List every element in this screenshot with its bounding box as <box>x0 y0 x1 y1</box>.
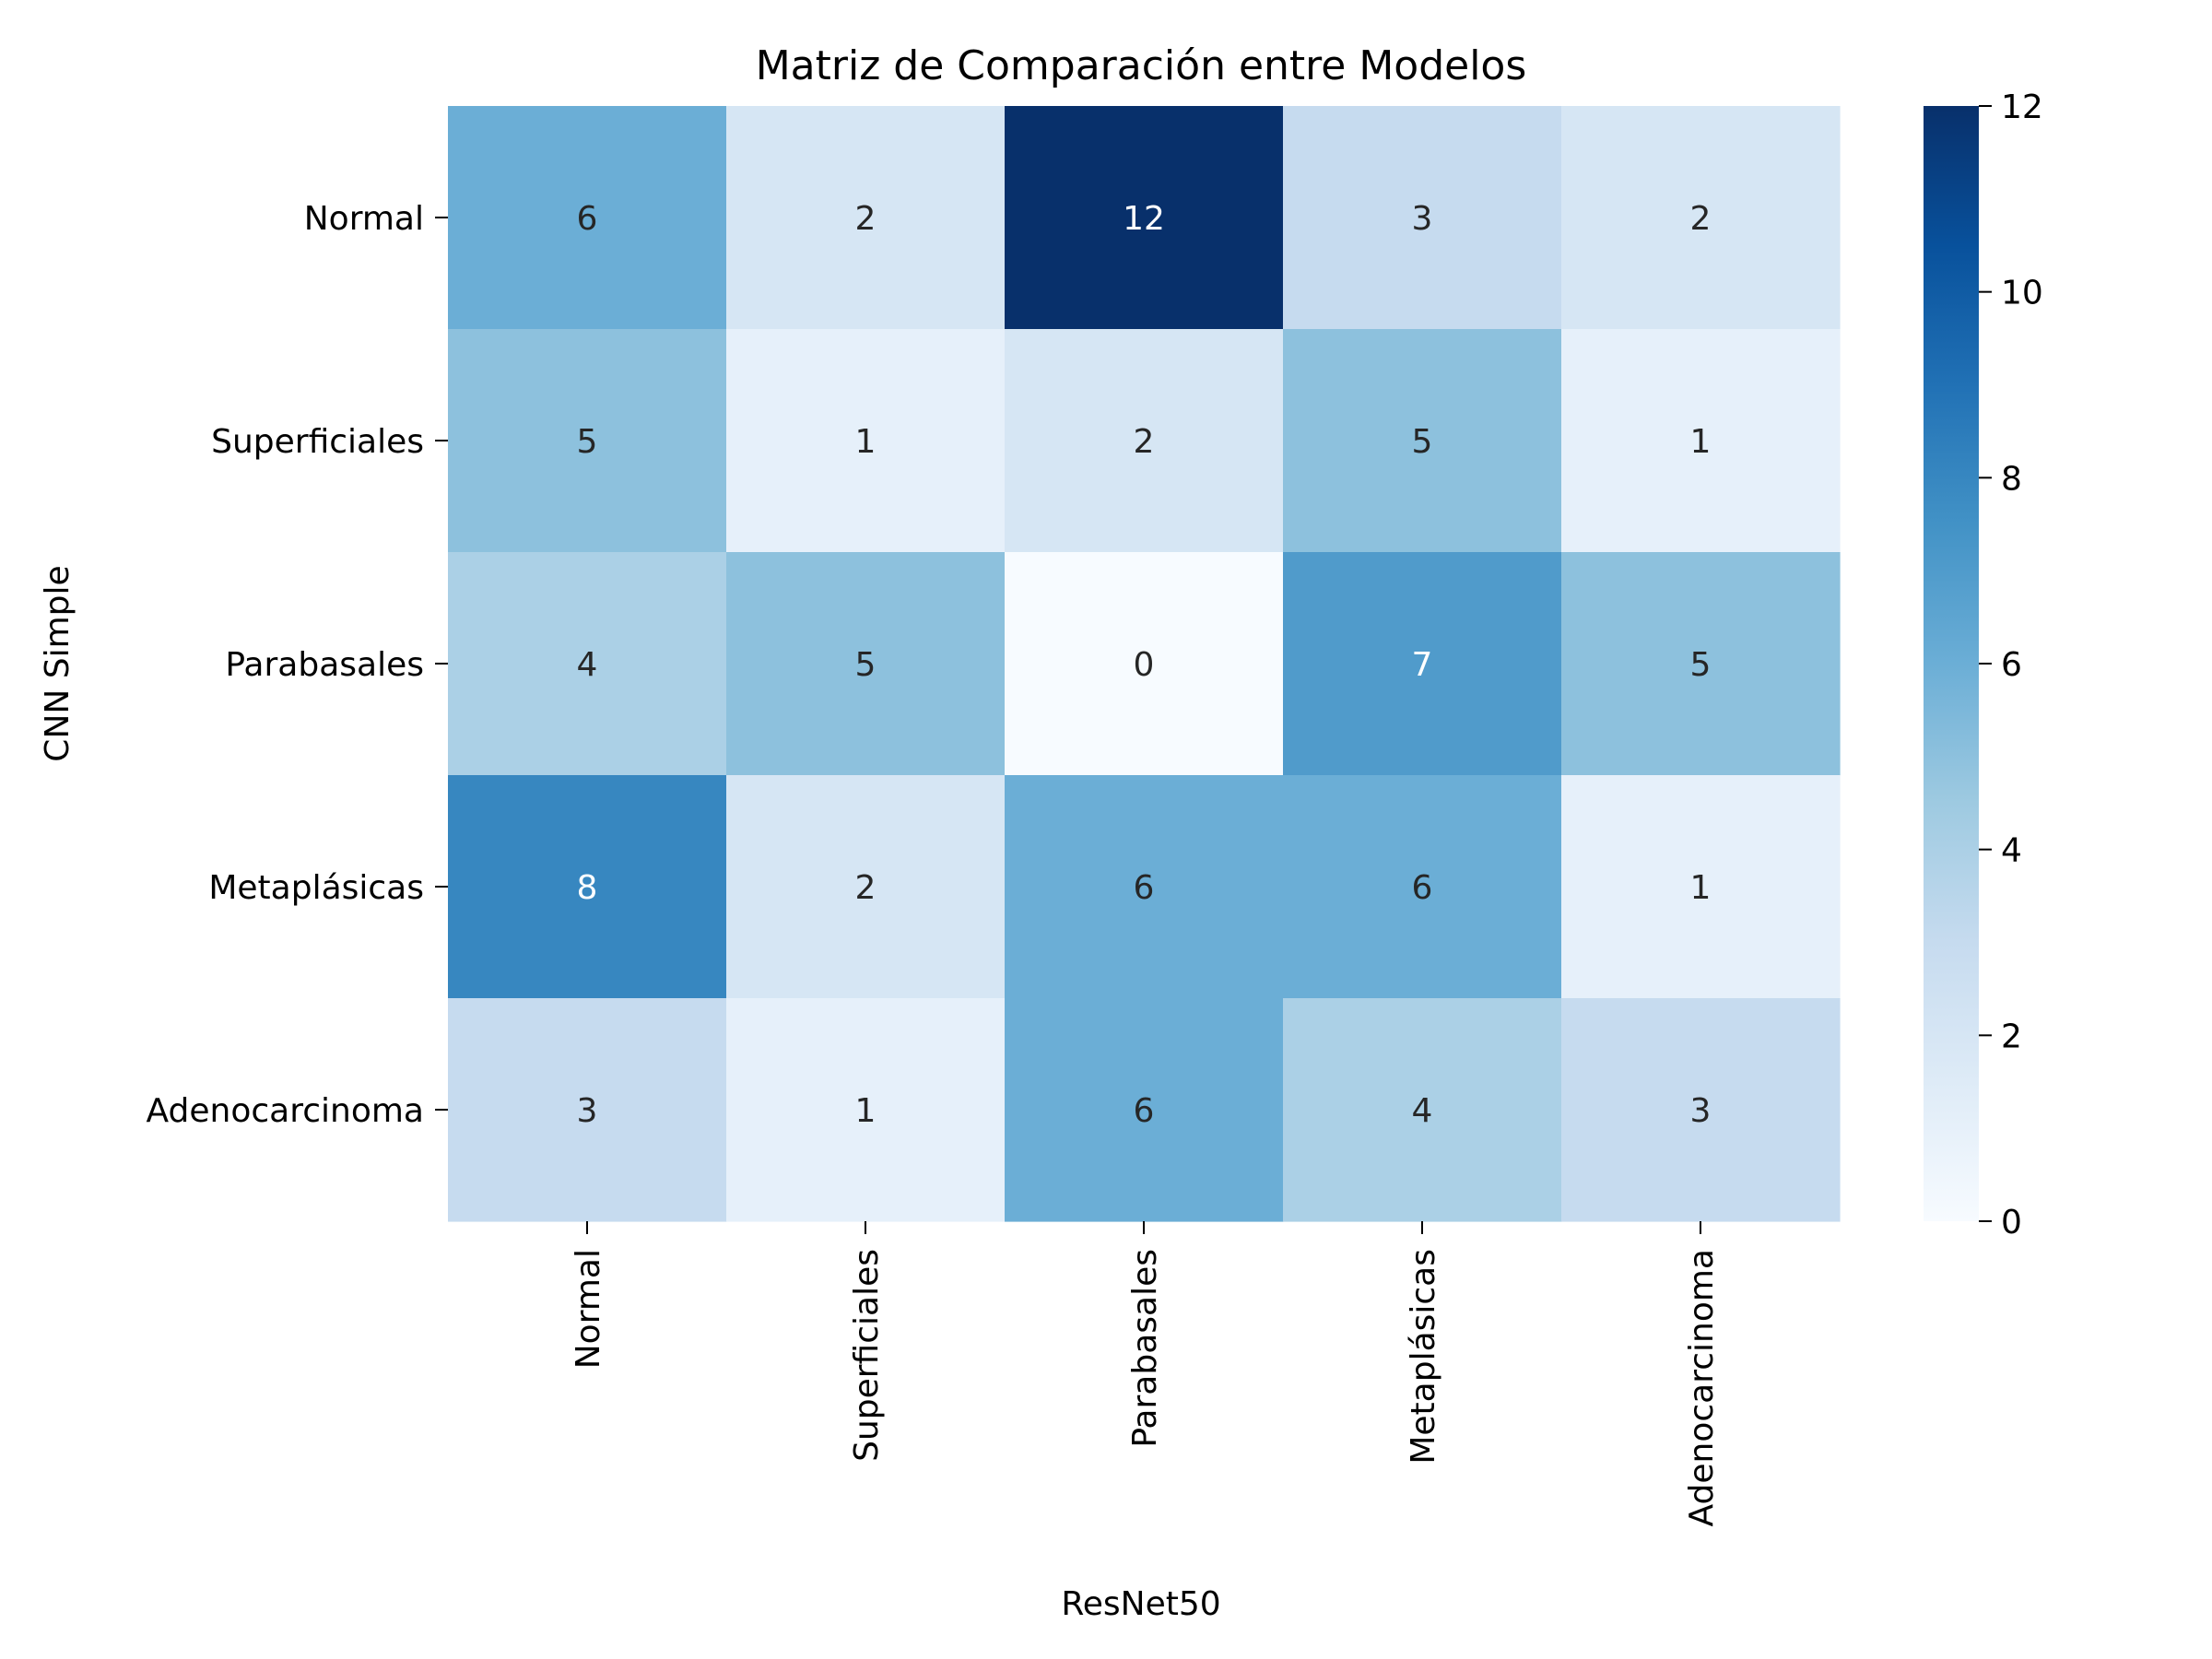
heatmap-cell <box>1005 998 1284 1222</box>
colorbar-tick-label: 10 <box>2001 275 2043 312</box>
heatmap-cell <box>448 775 727 999</box>
cell-value-label: 1 <box>855 1092 877 1130</box>
x-tick-label: Adenocarcinoma <box>1683 1249 1721 1526</box>
colorbar-tick-label: 12 <box>2001 88 2043 126</box>
cell-value-label: 12 <box>1123 200 1165 238</box>
heatmap-cell <box>1283 998 1562 1222</box>
y-axis-label: CNN Simple <box>39 565 76 761</box>
heatmap-cell <box>1283 106 1562 330</box>
heatmap-cell <box>448 329 727 553</box>
x-tick-label: Normal <box>570 1249 607 1369</box>
heatmap-cell <box>1005 552 1284 776</box>
cell-value-label: 4 <box>577 646 598 684</box>
heatmap-cell <box>1283 329 1562 553</box>
heatmap-cell <box>1005 329 1284 553</box>
cell-value-label: 6 <box>577 200 598 238</box>
cell-value-label: 3 <box>577 1092 598 1130</box>
heatmap-cell <box>1561 329 1841 553</box>
cell-value-label: 6 <box>1134 869 1155 907</box>
colorbar-gradient <box>1924 106 1979 1221</box>
y-tick-label: Normal <box>304 200 424 238</box>
heatmap-cell <box>1561 106 1841 330</box>
colorbar-tick-label: 4 <box>2001 832 2022 870</box>
heatmap-cell <box>1283 552 1562 776</box>
cell-value-label: 1 <box>1690 869 1712 907</box>
heatmap-cell <box>1561 552 1841 776</box>
heatmap-cell <box>1005 775 1284 999</box>
heatmap-cell <box>726 552 1006 776</box>
colorbar-tick-label: 6 <box>2001 646 2022 684</box>
heatmap-cell <box>726 998 1006 1222</box>
x-tick-label: Metaplásicas <box>1405 1249 1442 1465</box>
cell-value-label: 3 <box>1690 1092 1712 1130</box>
cell-value-label: 8 <box>577 869 598 907</box>
cell-value-label: 1 <box>855 423 877 461</box>
y-tick-label: Parabasales <box>225 646 424 684</box>
cell-value-label: 7 <box>1412 646 1433 684</box>
cell-value-label: 0 <box>1134 646 1155 684</box>
y-axis: Normal Superficiales Parabasales Metaplásic… <box>147 200 448 1130</box>
heatmap-cell <box>448 552 727 776</box>
cell-value-label: 1 <box>1690 423 1712 461</box>
heatmap-cell <box>726 329 1006 553</box>
heatmap-cell <box>726 106 1006 330</box>
cell-value-label: 4 <box>1412 1092 1433 1130</box>
colorbar-tick-label: 8 <box>2001 460 2022 498</box>
colorbar-tick-label: 0 <box>2001 1204 2022 1241</box>
x-tick-label: Superficiales <box>848 1249 886 1462</box>
cell-value-label: 5 <box>855 646 877 684</box>
x-axis-label: ResNet50 <box>1061 1585 1220 1623</box>
cell-value-label: 2 <box>1134 423 1155 461</box>
y-tick-label: Adenocarcinoma <box>147 1092 424 1130</box>
cell-value-label: 2 <box>855 869 877 907</box>
colorbar: 0 2 4 6 8 10 12 <box>1924 88 2043 1241</box>
cell-value-label: 3 <box>1412 200 1433 238</box>
cell-annotations: 6 2 12 3 25 1 2 5 14 5 0 7 58 2 6 6 13 1 6 4 3 <box>577 200 1712 1130</box>
cell-value-label: 5 <box>577 423 598 461</box>
cell-value-label: 5 <box>1412 423 1433 461</box>
cell-value-label: 2 <box>855 200 877 238</box>
cell-value-label: 5 <box>1690 646 1712 684</box>
cell-value-label: 2 <box>1690 200 1712 238</box>
y-tick-label: Superficiales <box>211 423 424 461</box>
x-axis: Normal Superficiales Parabasales Metaplásic… <box>570 1221 1721 1526</box>
heatmap-cell <box>448 106 727 330</box>
heatmap-cell <box>1005 106 1284 330</box>
heatmap-cells <box>448 106 1841 1222</box>
colorbar-tick-label: 2 <box>2001 1018 2022 1055</box>
heatmap-cell <box>1561 998 1841 1222</box>
cell-value-label: 6 <box>1412 869 1433 907</box>
heatmap-cell <box>1561 775 1841 999</box>
cell-value-label: 6 <box>1134 1092 1155 1130</box>
heatmap-cell <box>726 775 1006 999</box>
y-tick-label: Metaplásicas <box>208 869 424 907</box>
heatmap-cell <box>1283 775 1562 999</box>
x-tick-label: Parabasales <box>1126 1249 1164 1448</box>
chart-title: Matriz de Comparación entre Modelos <box>756 42 1527 89</box>
heatmap-cell <box>448 998 727 1222</box>
